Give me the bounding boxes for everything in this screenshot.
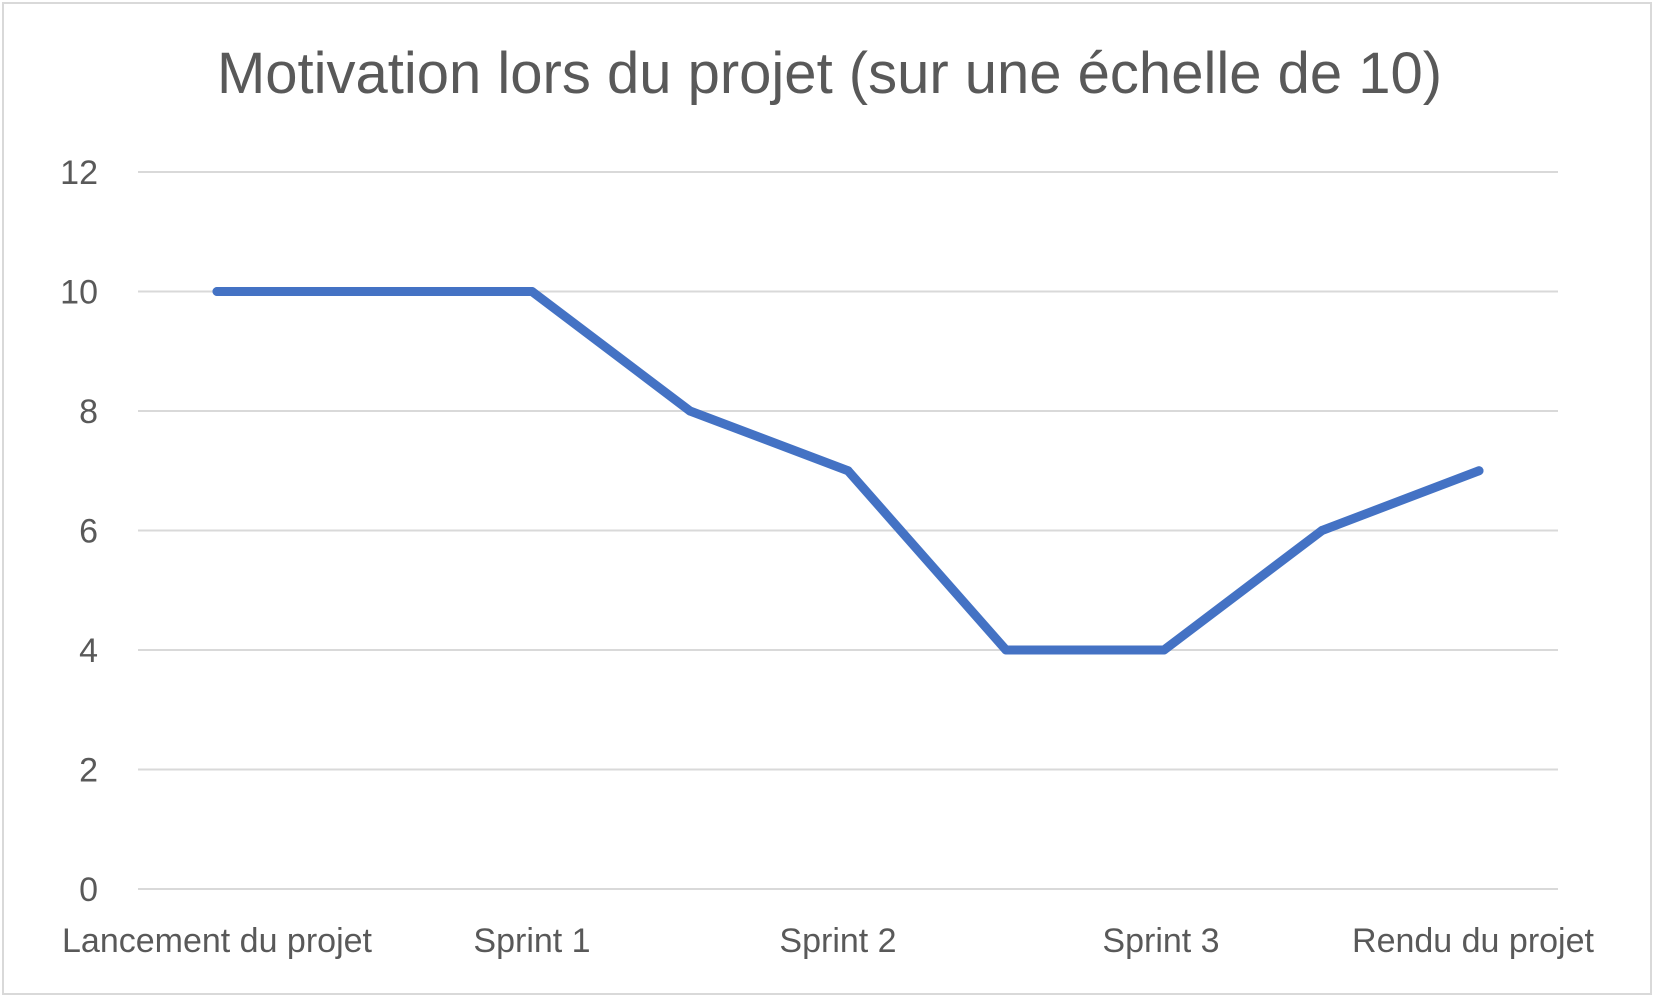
y-tick-label: 0 <box>79 871 98 909</box>
gridlines <box>138 171 1558 890</box>
y-tick-label: 4 <box>79 632 98 670</box>
y-tick-label: 2 <box>79 752 98 790</box>
data-point <box>212 287 222 296</box>
data-point <box>527 287 537 296</box>
chart-title: Motivation lors du projet (sur une échel… <box>216 41 1443 106</box>
x-tick-label: Rendu du projet <box>1352 922 1595 960</box>
y-tick-label: 8 <box>79 393 98 431</box>
x-tick-label: Lancement du projet <box>62 922 373 960</box>
y-tick-label: 10 <box>60 274 98 312</box>
y-tick-label: 6 <box>79 513 98 551</box>
x-axis-ticks: Lancement du projet Sprint 1 Sprint 2 Sprin… <box>62 922 1595 960</box>
data-point <box>685 406 695 416</box>
x-tick-label: Sprint 1 <box>473 922 590 960</box>
data-point <box>370 287 380 296</box>
y-tick-label: 12 <box>60 154 98 192</box>
x-tick-label: Sprint 2 <box>779 922 896 960</box>
data-point <box>843 466 853 476</box>
x-tick-label: Sprint 3 <box>1102 922 1219 960</box>
data-point <box>1317 526 1327 535</box>
data-point <box>1159 645 1169 655</box>
y-axis-ticks: 0 2 4 6 8 10 12 <box>60 154 98 909</box>
data-point <box>1474 466 1484 476</box>
series-layer <box>212 287 1484 655</box>
data-point <box>1001 645 1011 655</box>
